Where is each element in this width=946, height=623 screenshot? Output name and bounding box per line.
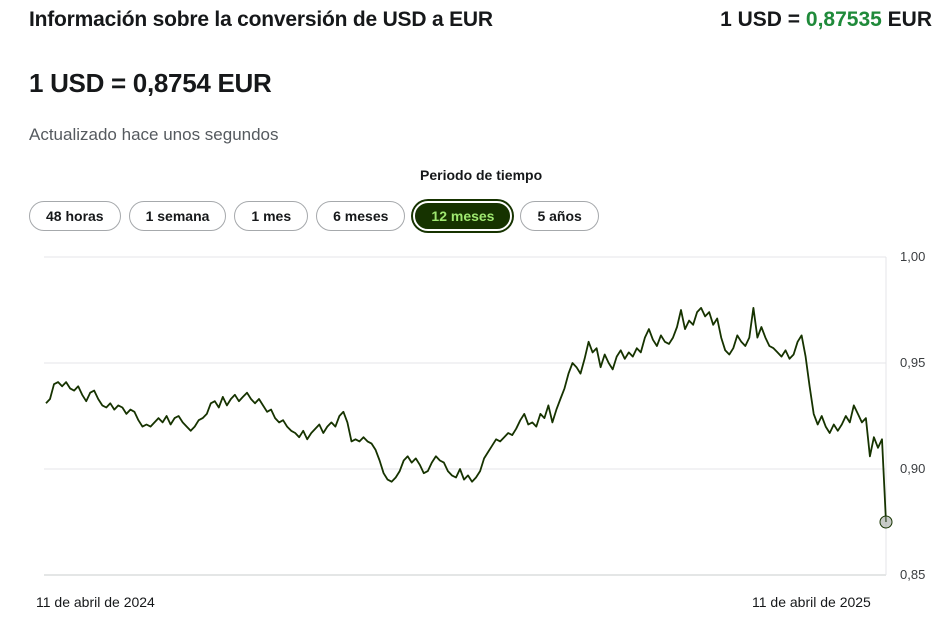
- period-5-years-button[interactable]: 5 años: [520, 201, 599, 231]
- x-end-label: 11 de abril de 2025: [752, 594, 871, 610]
- y-tick-label: 1,00: [900, 249, 925, 264]
- header-rate-prefix: 1 USD =: [720, 8, 806, 31]
- y-tick-label: 0,95: [900, 355, 925, 370]
- header-rate: 1 USD = 0,87535 EUR: [720, 8, 932, 32]
- main-rate: 1 USD = 0,8754 EUR: [29, 68, 272, 98]
- chart-grid: [44, 256, 887, 576]
- y-axis: 1,00 0,95 0,90 0,85: [900, 249, 925, 582]
- period-label: Periodo de tiempo: [420, 167, 543, 183]
- y-tick-label: 0,90: [900, 461, 925, 476]
- last-point-marker[interactable]: [879, 515, 893, 529]
- x-start-label: 11 de abril de 2024: [36, 594, 155, 610]
- page-title: Información sobre la conversión de USD a…: [29, 8, 493, 31]
- header-rate-suffix: EUR: [881, 8, 932, 31]
- period-1-month-button[interactable]: 1 mes: [234, 201, 309, 231]
- period-1-week-button[interactable]: 1 semana: [128, 201, 227, 231]
- period-selector: 48 horas 1 semana 1 mes 6 meses 12 meses…: [29, 201, 599, 231]
- series-line: [45, 307, 887, 523]
- period-12-months-button[interactable]: 12 meses: [413, 201, 513, 231]
- period-48h-button[interactable]: 48 horas: [29, 201, 121, 231]
- header-rate-value: 0,87535: [805, 8, 882, 31]
- period-6-months-button[interactable]: 6 meses: [316, 201, 406, 231]
- updated-status: Actualizado hace unos segundos: [29, 125, 279, 144]
- exchange-rate-chart: 1,00 0,95 0,90 0,85: [44, 249, 925, 582]
- y-tick-label: 0,85: [900, 567, 925, 582]
